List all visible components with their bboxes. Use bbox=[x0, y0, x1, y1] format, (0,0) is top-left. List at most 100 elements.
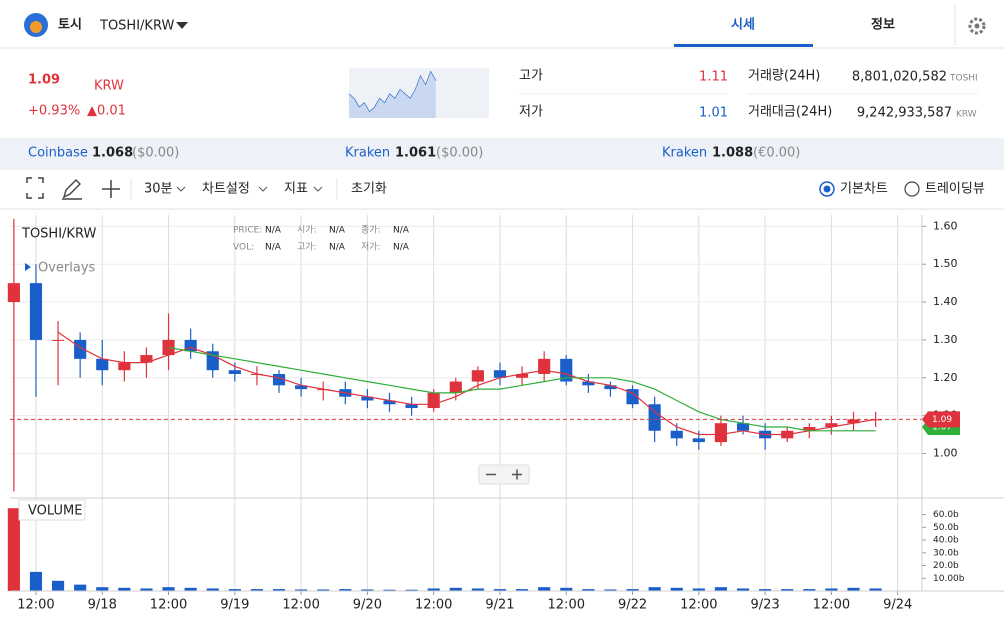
reset-button[interactable]: 초기화 bbox=[351, 182, 387, 197]
volume-value: 8,801,020,582 bbox=[852, 70, 947, 85]
exchange-price: 1.061 bbox=[395, 146, 436, 161]
volume-bar bbox=[140, 588, 153, 591]
candle-body bbox=[74, 339, 87, 359]
info-label: 종가: bbox=[361, 225, 381, 236]
x-tick-label: 12:00 bbox=[415, 598, 452, 613]
zoom-controls bbox=[478, 464, 530, 485]
settings-gear[interactable] bbox=[968, 17, 986, 35]
gear-outer[interactable] bbox=[968, 17, 986, 35]
turnover-unit: KRW bbox=[956, 110, 977, 120]
view-option[interactable]: 기본차트 bbox=[840, 182, 888, 197]
volume-bar bbox=[317, 589, 330, 591]
candle-body bbox=[515, 373, 529, 378]
volume-bar bbox=[405, 589, 418, 591]
turnover-value: 9,242,933,587 bbox=[857, 106, 952, 121]
overlays-label[interactable]: Overlays bbox=[38, 261, 96, 276]
candle-body bbox=[96, 358, 109, 371]
fullscreen-button[interactable] bbox=[26, 177, 44, 199]
volume-bar bbox=[847, 587, 860, 591]
candle-body bbox=[51, 339, 65, 341]
x-tick-label: 12:00 bbox=[282, 598, 319, 613]
candle-body bbox=[626, 389, 639, 405]
zoom-in[interactable] bbox=[512, 469, 522, 480]
candle-body bbox=[538, 358, 551, 374]
info-value: N/A bbox=[393, 226, 410, 236]
volume-unit: TOSHI bbox=[949, 74, 978, 84]
coin-pair[interactable]: TOSHI/KRW bbox=[99, 19, 174, 34]
view-option[interactable]: 트레이딩뷰 bbox=[925, 182, 985, 197]
volume-label: 거래량(24H) bbox=[748, 69, 820, 84]
volume-title-box bbox=[18, 499, 86, 521]
radio[interactable] bbox=[904, 181, 920, 197]
candle-body bbox=[140, 355, 153, 363]
chevron[interactable] bbox=[313, 186, 323, 192]
volume-bar bbox=[471, 588, 484, 591]
y-tick-label: 1.40 bbox=[933, 295, 958, 308]
volume-bar bbox=[648, 587, 661, 591]
info-label: PRICE: bbox=[233, 226, 262, 236]
exchange-bar bbox=[0, 138, 1004, 168]
candle-body bbox=[29, 283, 43, 340]
exchange-change: (€0.00) bbox=[753, 146, 800, 161]
candle-body bbox=[7, 283, 20, 303]
high-value: 1.11 bbox=[699, 70, 728, 85]
draw-button[interactable] bbox=[62, 179, 82, 200]
indicators-select[interactable]: 지표 bbox=[284, 182, 308, 197]
radio-selected[interactable] bbox=[819, 181, 835, 197]
volume-bar bbox=[714, 587, 728, 591]
crosshair-button[interactable] bbox=[102, 180, 120, 198]
volume-y-tick-label: 50.0b bbox=[933, 523, 959, 533]
overlays-toggle[interactable] bbox=[25, 263, 31, 271]
candle-body bbox=[118, 362, 131, 371]
tab-quote[interactable]: 시세 bbox=[731, 18, 755, 33]
x-tick-label: 9/23 bbox=[751, 598, 780, 613]
interval-select[interactable]: 30분 bbox=[144, 182, 173, 197]
volume-bar bbox=[96, 587, 109, 591]
volume-bar bbox=[869, 588, 882, 591]
volume-bar bbox=[493, 589, 507, 591]
settings-select[interactable]: 차트설정 bbox=[202, 182, 250, 197]
candle-body bbox=[648, 404, 661, 431]
candle-body bbox=[847, 419, 860, 424]
candle-body bbox=[405, 404, 418, 409]
volume-bar bbox=[781, 589, 794, 591]
mini-area bbox=[349, 72, 436, 118]
volume-bar bbox=[803, 589, 816, 591]
moving-average bbox=[168, 346, 876, 432]
volume-bar bbox=[538, 587, 551, 591]
volume-bar bbox=[7, 508, 20, 591]
x-tick-label: 12:00 bbox=[150, 598, 187, 613]
y-tick-label: 1.50 bbox=[933, 257, 958, 270]
high-label: 고가 bbox=[519, 69, 543, 84]
candle-body bbox=[471, 370, 484, 382]
candle-body bbox=[228, 370, 241, 374]
radio-dot[interactable] bbox=[823, 185, 831, 193]
volume-bar bbox=[626, 589, 639, 591]
chevron[interactable] bbox=[258, 186, 268, 192]
price-tag bbox=[922, 411, 960, 428]
tab-info[interactable]: 정보 bbox=[871, 17, 895, 33]
candle-body bbox=[670, 430, 683, 439]
exchange-name: Kraken bbox=[662, 146, 707, 161]
volume-bar bbox=[295, 589, 308, 591]
chart-panel bbox=[0, 210, 1004, 623]
coin-logo-face bbox=[30, 21, 42, 33]
x-tick-label: 9/21 bbox=[485, 598, 514, 613]
volume-y-tick-label: 60.0b bbox=[933, 510, 959, 520]
info-value: N/A bbox=[329, 243, 346, 253]
volume-bar bbox=[582, 589, 595, 591]
tab-underline bbox=[674, 44, 813, 47]
volume-bar bbox=[272, 589, 286, 591]
chart-title: TOSHI/KRW bbox=[21, 227, 96, 242]
y-tick-label: 1.20 bbox=[933, 371, 958, 384]
volume-bar bbox=[427, 588, 440, 591]
gear-inner[interactable] bbox=[974, 23, 980, 29]
volume-bar bbox=[759, 589, 772, 591]
info-value: N/A bbox=[265, 243, 282, 253]
chevron[interactable] bbox=[176, 186, 186, 192]
pair-dropdown[interactable] bbox=[176, 22, 188, 29]
volume-bar bbox=[118, 587, 131, 591]
volume-bar bbox=[29, 571, 43, 591]
candle-body bbox=[272, 373, 286, 386]
